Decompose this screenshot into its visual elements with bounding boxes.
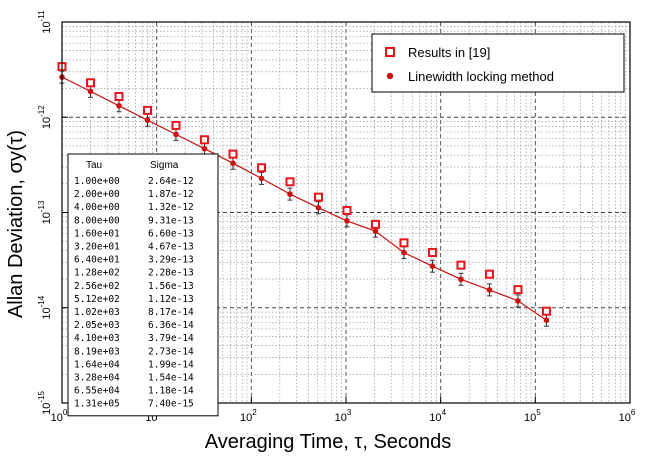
linewidth-locking-point bbox=[486, 287, 493, 293]
results-19-point bbox=[342, 205, 352, 215]
table-cell-tau: 4.00e+00 bbox=[74, 202, 120, 213]
linewidth-locking-point bbox=[116, 102, 122, 109]
table-cell-tau: 6.55e+04 bbox=[74, 386, 120, 397]
table-cell-sigma: 1.99e-14 bbox=[148, 359, 194, 370]
linewidth-locking-point bbox=[372, 228, 379, 235]
table-cell-tau: 8.00e+00 bbox=[74, 215, 120, 226]
results-19-point bbox=[513, 285, 523, 295]
table-cell-tau: 1.64e+04 bbox=[74, 359, 120, 370]
legend-entry-label: Linewidth locking method bbox=[408, 69, 554, 84]
table-cell-sigma: 1.12e-13 bbox=[148, 294, 194, 305]
table-header-sigma: Sigma bbox=[150, 160, 179, 171]
linewidth-locking-point bbox=[173, 131, 179, 138]
table-cell-tau: 1.28e+02 bbox=[74, 268, 120, 279]
table-cell-sigma: 1.18e-14 bbox=[148, 386, 194, 397]
results-19-point bbox=[171, 120, 181, 130]
results-19-point bbox=[541, 306, 551, 316]
legend-marker-circle bbox=[386, 72, 394, 80]
table-cell-sigma: 3.79e-14 bbox=[148, 333, 194, 344]
table-cell-sigma: 1.87e-12 bbox=[148, 189, 194, 200]
results-19-point bbox=[228, 149, 238, 159]
results-19-point bbox=[199, 135, 209, 145]
table-cell-tau: 2.56e+02 bbox=[74, 281, 120, 292]
x-tick-exponent: 5 bbox=[536, 408, 541, 417]
table-box bbox=[67, 153, 219, 417]
results-19-point bbox=[114, 92, 124, 102]
y-tick-exponent: -12 bbox=[37, 105, 46, 117]
x-tick-exponent: 0 bbox=[63, 408, 68, 417]
table-cell-sigma: 2.73e-14 bbox=[148, 346, 194, 357]
results-19-point bbox=[427, 248, 437, 258]
linewidth-locking-point bbox=[543, 317, 550, 324]
table-cell-sigma: 7.40e-15 bbox=[148, 399, 194, 410]
legend: Results in [19] Linewidth locking method bbox=[371, 33, 625, 93]
linewidth-locking-point bbox=[315, 205, 322, 211]
results-19-point bbox=[456, 260, 466, 270]
data-table: Tau Sigma 1.00e+00 2.64e-12 2.00e+00 1.87e-12… bbox=[67, 153, 219, 417]
table-cell-tau: 1.60e+01 bbox=[74, 228, 120, 239]
linewidth-locking-point bbox=[87, 88, 94, 95]
table-cell-sigma: 8.17e-14 bbox=[148, 307, 194, 318]
table-cell-tau: 1.31e+05 bbox=[74, 399, 120, 410]
legend-entry-label: Results in [19] bbox=[408, 45, 490, 60]
results-19-point bbox=[313, 192, 323, 202]
table-cell-sigma: 6.60e-13 bbox=[148, 228, 194, 239]
results-19-point bbox=[142, 105, 152, 115]
y-tick-exponent: -14 bbox=[37, 295, 46, 307]
y-tick-exponent: -11 bbox=[37, 10, 46, 22]
linewidth-locking-point bbox=[401, 249, 407, 256]
y-tick-exponent: -13 bbox=[37, 200, 46, 212]
linewidth-locking-point bbox=[230, 160, 236, 167]
legend-marker-square bbox=[385, 47, 395, 57]
linewidth-locking-point bbox=[144, 117, 151, 124]
y-axis-label: Allan Deviation, σy(τ) bbox=[5, 130, 27, 318]
x-axis-label: Averaging Time, τ, Seconds bbox=[205, 431, 452, 453]
x-tick-exponent: 4 bbox=[442, 408, 447, 417]
table-cell-tau: 4.10e+03 bbox=[74, 333, 120, 344]
table-cell-sigma: 1.32e-12 bbox=[148, 202, 194, 213]
table-cell-tau: 1.00e+00 bbox=[74, 176, 120, 187]
table-cell-sigma: 3.29e-13 bbox=[148, 255, 194, 266]
data-marks bbox=[57, 62, 551, 327]
x-tick-exponent: 2 bbox=[252, 408, 257, 417]
table-cell-sigma: 9.31e-13 bbox=[148, 215, 194, 226]
x-tick-exponent: 3 bbox=[347, 408, 352, 417]
linewidth-locking-point bbox=[458, 276, 464, 283]
table-cell-sigma: 1.54e-14 bbox=[148, 373, 194, 384]
table-cell-tau: 3.28e+04 bbox=[74, 373, 120, 384]
linewidth-locking-point bbox=[429, 263, 436, 270]
results-19-point bbox=[399, 238, 409, 248]
linewidth-locking-point bbox=[201, 145, 208, 152]
table-cell-tau: 3.20e+01 bbox=[74, 242, 120, 253]
legend-box bbox=[371, 33, 625, 93]
table-cell-tau: 5.12e+02 bbox=[74, 294, 120, 305]
results-19-point bbox=[85, 78, 95, 88]
table-cell-sigma: 6.36e-14 bbox=[148, 320, 194, 331]
linewidth-locking-point bbox=[344, 218, 350, 224]
y-tick-exponent: -15 bbox=[37, 391, 46, 403]
linewidth-locking-point bbox=[258, 175, 265, 182]
table-cell-tau: 2.05e+03 bbox=[74, 320, 120, 331]
table-cell-sigma: 1.56e-13 bbox=[148, 281, 194, 292]
linewidth-locking-point bbox=[515, 298, 521, 304]
results-19-point bbox=[285, 177, 295, 187]
linewidth-locking-point bbox=[287, 191, 293, 197]
fit-line-layer bbox=[61, 76, 547, 321]
table-cell-sigma: 2.64e-12 bbox=[148, 176, 194, 187]
table-header-tau: Tau bbox=[86, 160, 102, 171]
x-tick-exponent: 6 bbox=[631, 408, 636, 417]
table-cell-tau: 2.00e+00 bbox=[74, 189, 120, 200]
table-cell-tau: 1.02e+03 bbox=[74, 307, 120, 318]
table-cell-tau: 8.19e+03 bbox=[74, 346, 120, 357]
table-cell-tau: 6.40e+01 bbox=[74, 255, 120, 266]
fit-line bbox=[61, 76, 547, 321]
results-19-point bbox=[256, 163, 266, 173]
table-cell-sigma: 4.67e-13 bbox=[148, 242, 194, 253]
results-19-point bbox=[484, 269, 494, 279]
table-cell-sigma: 2.28e-13 bbox=[148, 268, 194, 279]
results-19-point bbox=[370, 219, 380, 229]
